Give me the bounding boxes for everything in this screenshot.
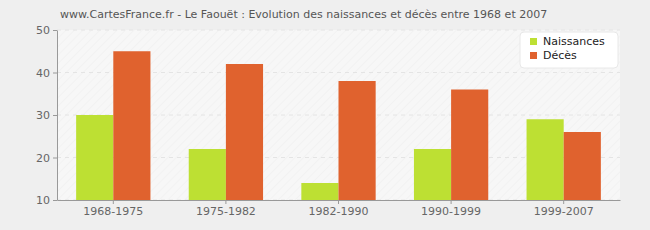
series	[113, 51, 601, 200]
tick-mark	[338, 200, 339, 204]
tick-mark	[225, 200, 226, 204]
tick-label: 20	[36, 152, 50, 165]
tick: 1999-2007	[534, 200, 594, 218]
legend-label: Décès	[543, 49, 577, 62]
tick: 20	[36, 152, 57, 165]
tick-label: 10	[36, 194, 50, 207]
grid	[57, 30, 620, 200]
plot-area	[57, 30, 620, 200]
legend-item: Décès	[530, 49, 577, 62]
grid-line	[57, 30, 620, 31]
bar	[76, 115, 113, 200]
legend: NaissancesDécès	[520, 32, 618, 68]
tick-label: 1982-1990	[309, 205, 369, 218]
tick: 1968-1975	[83, 200, 143, 218]
tick: 1990-1999	[421, 200, 481, 218]
legend-swatch	[530, 38, 537, 45]
bar	[226, 64, 263, 200]
bar	[414, 149, 451, 200]
bar	[113, 51, 150, 200]
tick-mark	[113, 200, 114, 204]
tick-label: 30	[36, 109, 50, 122]
tick-mark	[563, 200, 564, 204]
y-axis: 10 20 30 40 50	[36, 24, 58, 207]
bar	[451, 90, 488, 201]
legend-item: Naissances	[530, 35, 605, 48]
tick-label: 1999-2007	[534, 205, 594, 218]
legend-label: Naissances	[543, 35, 605, 48]
tick-mark	[53, 158, 57, 159]
chart: www.CartesFrance.fr - Le Faouët : Evolut…	[0, 0, 650, 230]
bar	[564, 132, 601, 200]
tick-label: 1990-1999	[421, 205, 481, 218]
tick: 40	[36, 67, 57, 80]
background	[0, 0, 650, 230]
tick: 50	[36, 24, 57, 37]
tick-mark	[53, 200, 57, 201]
tick: 1975-1982	[196, 200, 256, 218]
legend-box	[520, 32, 618, 68]
bars	[76, 51, 601, 200]
tick-label: 1968-1975	[83, 205, 143, 218]
axis-line	[57, 31, 58, 201]
title: www.CartesFrance.fr - Le Faouët : Evolut…	[60, 8, 547, 21]
bar	[189, 149, 226, 200]
x-axis: 1968-1975 1975-1982 1982-1990 1990-1999 1999…	[58, 200, 621, 218]
plot: 10 20 30 40 50 1968-1975 1975-1982 1982-1990 199…	[36, 24, 621, 218]
tick-mark	[53, 115, 57, 116]
tick-label: 50	[36, 24, 50, 37]
tick-mark	[53, 30, 57, 31]
tick-mark	[53, 73, 57, 74]
tick: 10	[36, 194, 57, 207]
bar	[527, 119, 564, 200]
bar	[339, 81, 376, 200]
tick: 30	[36, 109, 57, 122]
tick: 1982-1990	[309, 200, 369, 218]
tick-mark	[451, 200, 452, 204]
bar	[301, 183, 338, 200]
tick-label: 1975-1982	[196, 205, 256, 218]
tick-label: 40	[36, 67, 50, 80]
legend-swatch	[530, 52, 537, 59]
